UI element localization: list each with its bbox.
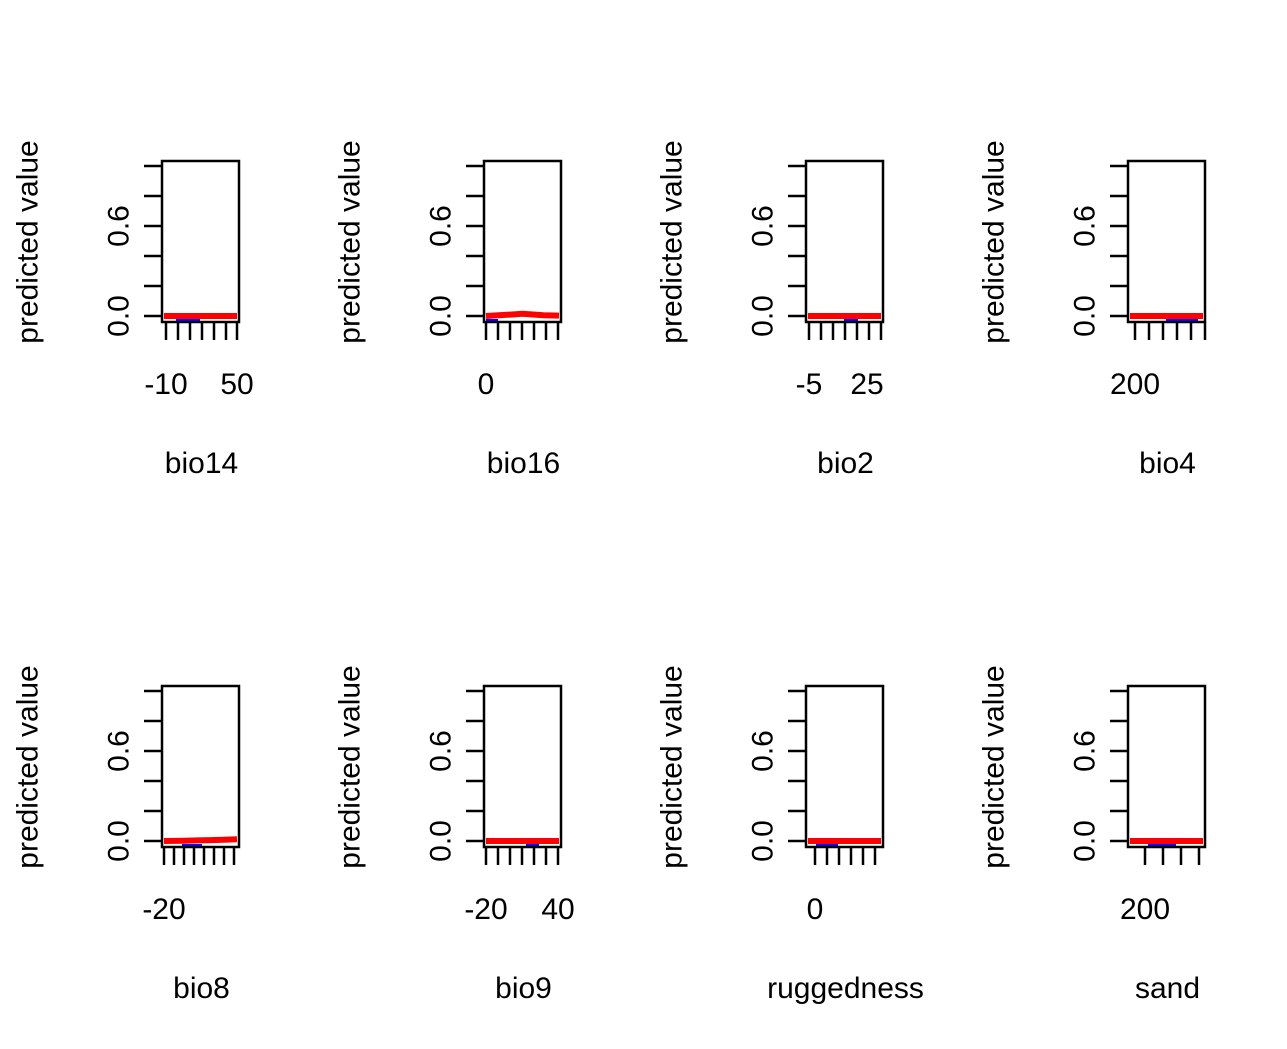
y-tick-label: 0.0 <box>1069 820 1102 862</box>
panel-bio2: 0.0 0.6 predicted value -5 25 bio2 <box>656 140 885 480</box>
x-tick-label: 200 <box>1120 893 1170 926</box>
panel-bio8: 0.0 0.6 predicted value -20 bio8 <box>12 665 241 1005</box>
panel-bio4: 0.0 0.6 predicted value 200 bio4 <box>978 140 1207 480</box>
x-tick-label: -20 <box>142 893 185 926</box>
x-tick-label: 200 <box>1110 368 1160 401</box>
y-tick-label: 0.6 <box>103 205 136 247</box>
y-tick-label: 0.6 <box>1069 205 1102 247</box>
y-axis-label: predicted value <box>656 140 689 343</box>
plot-frame <box>1126 159 1207 324</box>
response-curve <box>163 836 238 844</box>
y-tick-label: 0.0 <box>747 820 780 862</box>
y-axis-label: predicted value <box>334 140 367 343</box>
x-tick-label: 0 <box>807 893 824 926</box>
x-axis-label: bio4 <box>1139 447 1196 480</box>
y-tick-label: 0.0 <box>1069 295 1102 337</box>
x-axis-label: bio14 <box>165 447 238 480</box>
plot-frame <box>482 159 563 324</box>
plot-frame <box>160 159 241 324</box>
x-tick-label: 25 <box>850 368 883 401</box>
response-curve <box>485 310 560 319</box>
y-tick-label: 0.6 <box>747 730 780 772</box>
x-axis-label: bio8 <box>173 972 230 1005</box>
panel-bio9: 0.0 0.6 predicted value -20 40 bio9 <box>334 665 575 1005</box>
plot-frame <box>1126 684 1207 849</box>
y-axis-label: predicted value <box>978 665 1011 868</box>
x-axis-label: bio9 <box>495 972 552 1005</box>
y-tick-label: 0.6 <box>425 730 458 772</box>
x-tick-label: -5 <box>796 368 823 401</box>
plot-frame <box>160 684 241 849</box>
x-axis-label: bio2 <box>817 447 874 480</box>
y-tick-label: 0.6 <box>103 730 136 772</box>
plot-frame <box>804 159 885 324</box>
y-tick-label: 0.6 <box>425 205 458 247</box>
plot-frame <box>804 684 885 849</box>
x-axis-label: sand <box>1135 972 1200 1005</box>
x-axis-label: bio16 <box>487 447 560 480</box>
y-tick-label: 0.0 <box>425 820 458 862</box>
x-tick-label: -10 <box>144 368 187 401</box>
y-tick-label: 0.6 <box>747 205 780 247</box>
y-tick-label: 0.0 <box>103 295 136 337</box>
panel-bio14: 0.0 0.6 predicted value -10 50 bio14 <box>12 140 254 480</box>
y-axis-label: predicted value <box>656 665 689 868</box>
y-axis-label: predicted value <box>12 665 45 868</box>
plot-frame <box>482 684 563 849</box>
y-tick-label: 0.0 <box>747 295 780 337</box>
x-tick-label: 50 <box>220 368 253 401</box>
x-axis-label: ruggedness <box>767 972 924 1005</box>
panel-bio16: 0.0 0.6 predicted value 0 bio16 <box>334 140 563 480</box>
x-tick-label: 40 <box>541 893 574 926</box>
y-axis-label: predicted value <box>334 665 367 868</box>
x-tick-label: 0 <box>478 368 495 401</box>
panel-ruggedness: 0.0 0.6 predicted value 0 ruggedness <box>656 665 924 1005</box>
panel-sand: 0.0 0.6 predicted value 200 sand <box>978 665 1207 1005</box>
y-tick-label: 0.6 <box>1069 730 1102 772</box>
y-axis-label: predicted value <box>978 140 1011 343</box>
y-axis-label: predicted value <box>12 140 45 343</box>
x-tick-label: -20 <box>464 893 507 926</box>
y-tick-label: 0.0 <box>425 295 458 337</box>
y-tick-label: 0.0 <box>103 820 136 862</box>
